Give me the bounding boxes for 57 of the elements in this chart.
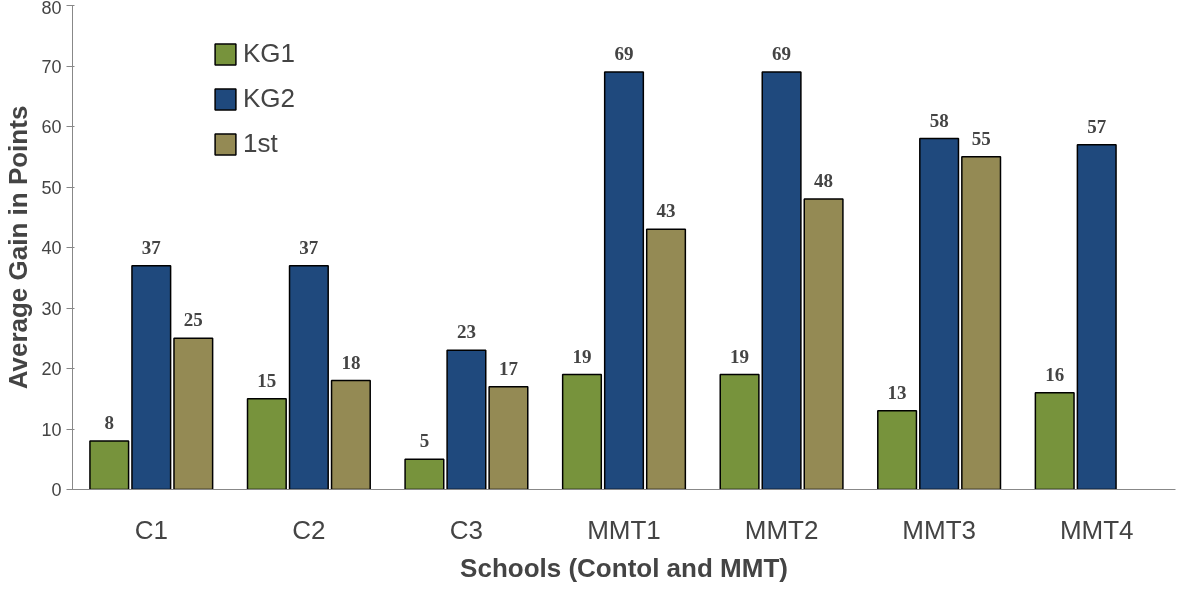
bar	[919, 137, 960, 490]
x-tick-label: MMT1	[587, 514, 661, 545]
bar	[961, 156, 1002, 490]
data-label: 58	[929, 109, 949, 131]
data-label: 17	[498, 357, 519, 379]
bar	[877, 410, 918, 490]
bar	[89, 440, 130, 490]
y-tick-label: 40	[41, 238, 62, 258]
data-label: 57	[1087, 115, 1107, 137]
data-label: 8	[104, 412, 115, 434]
x-tick-label: C1	[134, 514, 168, 545]
legend-label: 1st	[243, 128, 278, 159]
bar	[246, 398, 287, 490]
legend-label: KG2	[243, 83, 296, 114]
y-tick-label: 10	[41, 419, 62, 440]
bar	[1034, 391, 1075, 490]
data-label: 43	[656, 200, 676, 222]
bar	[803, 198, 844, 490]
y-tick-label: 60	[41, 117, 62, 137]
x-tick-label: MMT4	[1059, 514, 1134, 545]
y-tick-label: 50	[41, 177, 62, 198]
data-label: 55	[971, 127, 991, 149]
data-label: 13	[887, 381, 907, 403]
data-label: 37	[141, 236, 162, 258]
data-label: 16	[1045, 363, 1065, 385]
bar	[404, 458, 445, 490]
data-label: 69	[614, 43, 634, 65]
data-label: 48	[814, 170, 834, 192]
y-tick-label: 70	[41, 56, 62, 77]
data-label: 19	[572, 345, 592, 367]
x-tick-label: MMT2	[744, 514, 819, 545]
y-tick-label: 0	[51, 480, 62, 500]
x-tick-label: MMT3	[902, 514, 976, 545]
x-axis-title: Schools (Contol and MMT)	[460, 552, 788, 583]
bar	[173, 337, 214, 490]
bar	[1076, 143, 1117, 490]
y-tick-label: 30	[41, 298, 62, 319]
bar	[131, 264, 172, 490]
data-label: 25	[183, 309, 203, 331]
data-label: 15	[257, 369, 277, 391]
data-label: 37	[299, 236, 319, 258]
bar	[645, 228, 687, 490]
bar	[561, 373, 603, 490]
legend-label: KG1	[243, 38, 296, 69]
data-label: 23	[456, 321, 476, 343]
bar	[288, 264, 329, 490]
bar	[330, 379, 371, 490]
x-tick-label: C3	[449, 514, 484, 545]
y-axis-title: Average Gain in Points	[3, 105, 34, 390]
data-label: 69	[772, 43, 792, 65]
data-label: 18	[341, 351, 361, 373]
x-tick-label: C2	[292, 514, 326, 545]
data-label: 19	[730, 345, 750, 367]
bar	[603, 71, 645, 490]
y-tick-label: 20	[41, 359, 62, 379]
y-tick-label: 80	[41, 0, 62, 18]
data-label: 5	[419, 430, 430, 452]
